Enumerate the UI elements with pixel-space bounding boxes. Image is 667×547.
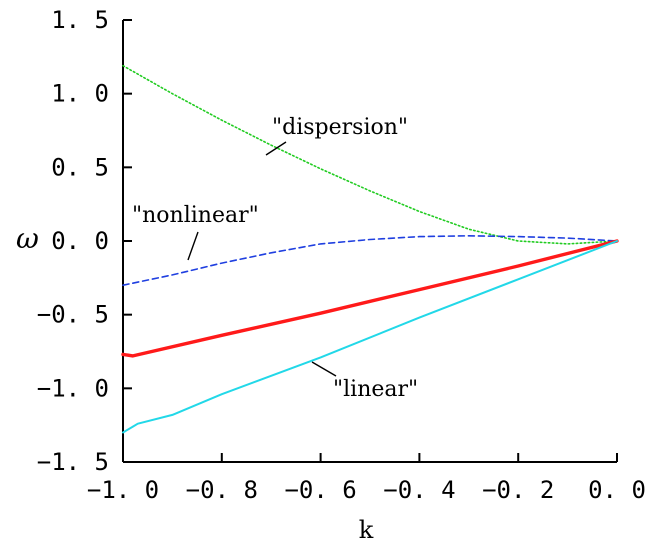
y-tick-label: 0. 5 xyxy=(51,153,109,181)
series-line-dispersion xyxy=(122,64,618,245)
y-tick-label: −1. 0 xyxy=(37,374,109,402)
series-layer xyxy=(121,64,619,434)
annotation-label: "dispersion" xyxy=(272,115,408,140)
series-line-nonlinear xyxy=(122,235,618,287)
annotation-leader xyxy=(187,231,199,261)
annotation-label: "nonlinear" xyxy=(132,203,259,228)
x-ticks: −1. 0 −0. 8 −0. 6 −0. 4 −0. 2 0. 0 xyxy=(87,453,646,504)
x-tick-label: −0. 2 xyxy=(482,476,554,504)
x-tick-label: −0. 4 xyxy=(383,476,455,504)
series-line-linear xyxy=(122,240,618,434)
x-tick-label: −0. 8 xyxy=(186,476,258,504)
y-tick-label: 0. 0 xyxy=(51,227,109,255)
annotation-layer: "dispersion" "nonlinear" "linear" xyxy=(132,115,418,402)
annotation-leader xyxy=(311,361,337,377)
x-axis-label: k xyxy=(359,516,374,544)
y-axis-label: ω xyxy=(16,222,39,255)
y-tick-label: −0. 5 xyxy=(37,301,109,329)
y-tick-label: 1. 5 xyxy=(51,6,109,34)
y-tick-label: 1. 0 xyxy=(51,80,109,108)
x-tick-label: 0. 0 xyxy=(588,476,646,504)
y-tick-label: −1. 5 xyxy=(37,448,109,476)
series-line-2 xyxy=(121,239,619,358)
annotation-label: "linear" xyxy=(333,377,418,402)
y-ticks: 1. 5 1. 0 0. 5 0. 0 −0. 5 −1. 0 −1. 5 xyxy=(37,6,132,476)
x-tick-label: −0. 6 xyxy=(284,476,356,504)
annotation-leader xyxy=(265,141,287,156)
x-tick-label: −1. 0 xyxy=(87,476,159,504)
